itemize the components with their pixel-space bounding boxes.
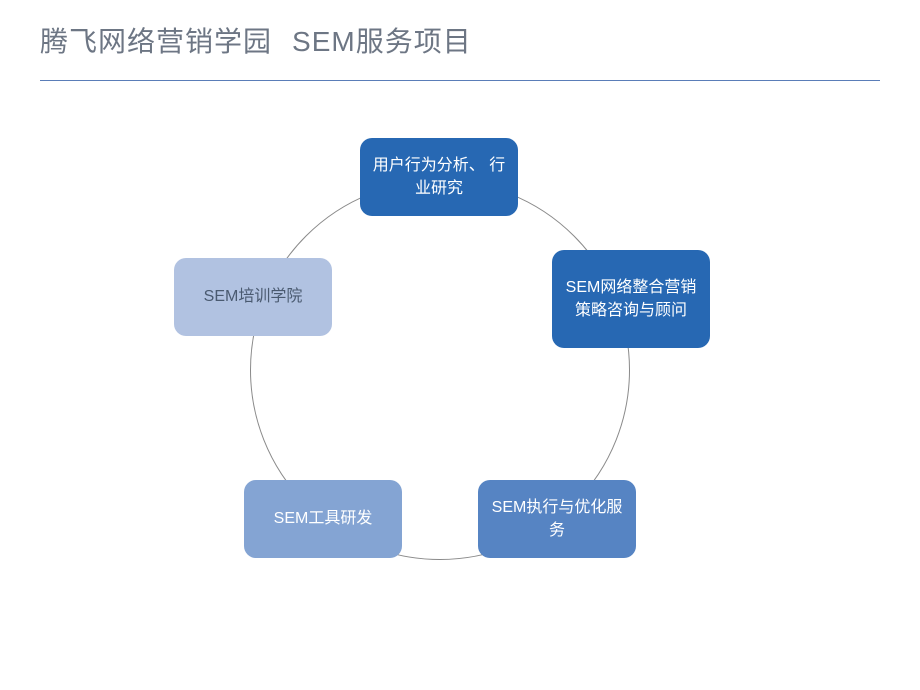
cycle-diagram: 用户行为分析、 行业研究 SEM网络整合营销策略咨询与顾问 SEM执行与优化服务… <box>0 0 920 690</box>
node-label: SEM网络整合营销策略咨询与顾问 <box>562 276 700 322</box>
node-label: SEM培训学院 <box>204 285 303 308</box>
node-sem-execution: SEM执行与优化服务 <box>478 480 636 558</box>
node-sem-training: SEM培训学院 <box>174 258 332 336</box>
node-user-behavior: 用户行为分析、 行业研究 <box>360 138 518 216</box>
node-label: SEM执行与优化服务 <box>488 496 626 542</box>
node-label: 用户行为分析、 行业研究 <box>370 154 508 200</box>
node-label: SEM工具研发 <box>274 507 373 530</box>
node-sem-strategy: SEM网络整合营销策略咨询与顾问 <box>552 250 710 348</box>
node-sem-tools: SEM工具研发 <box>244 480 402 558</box>
